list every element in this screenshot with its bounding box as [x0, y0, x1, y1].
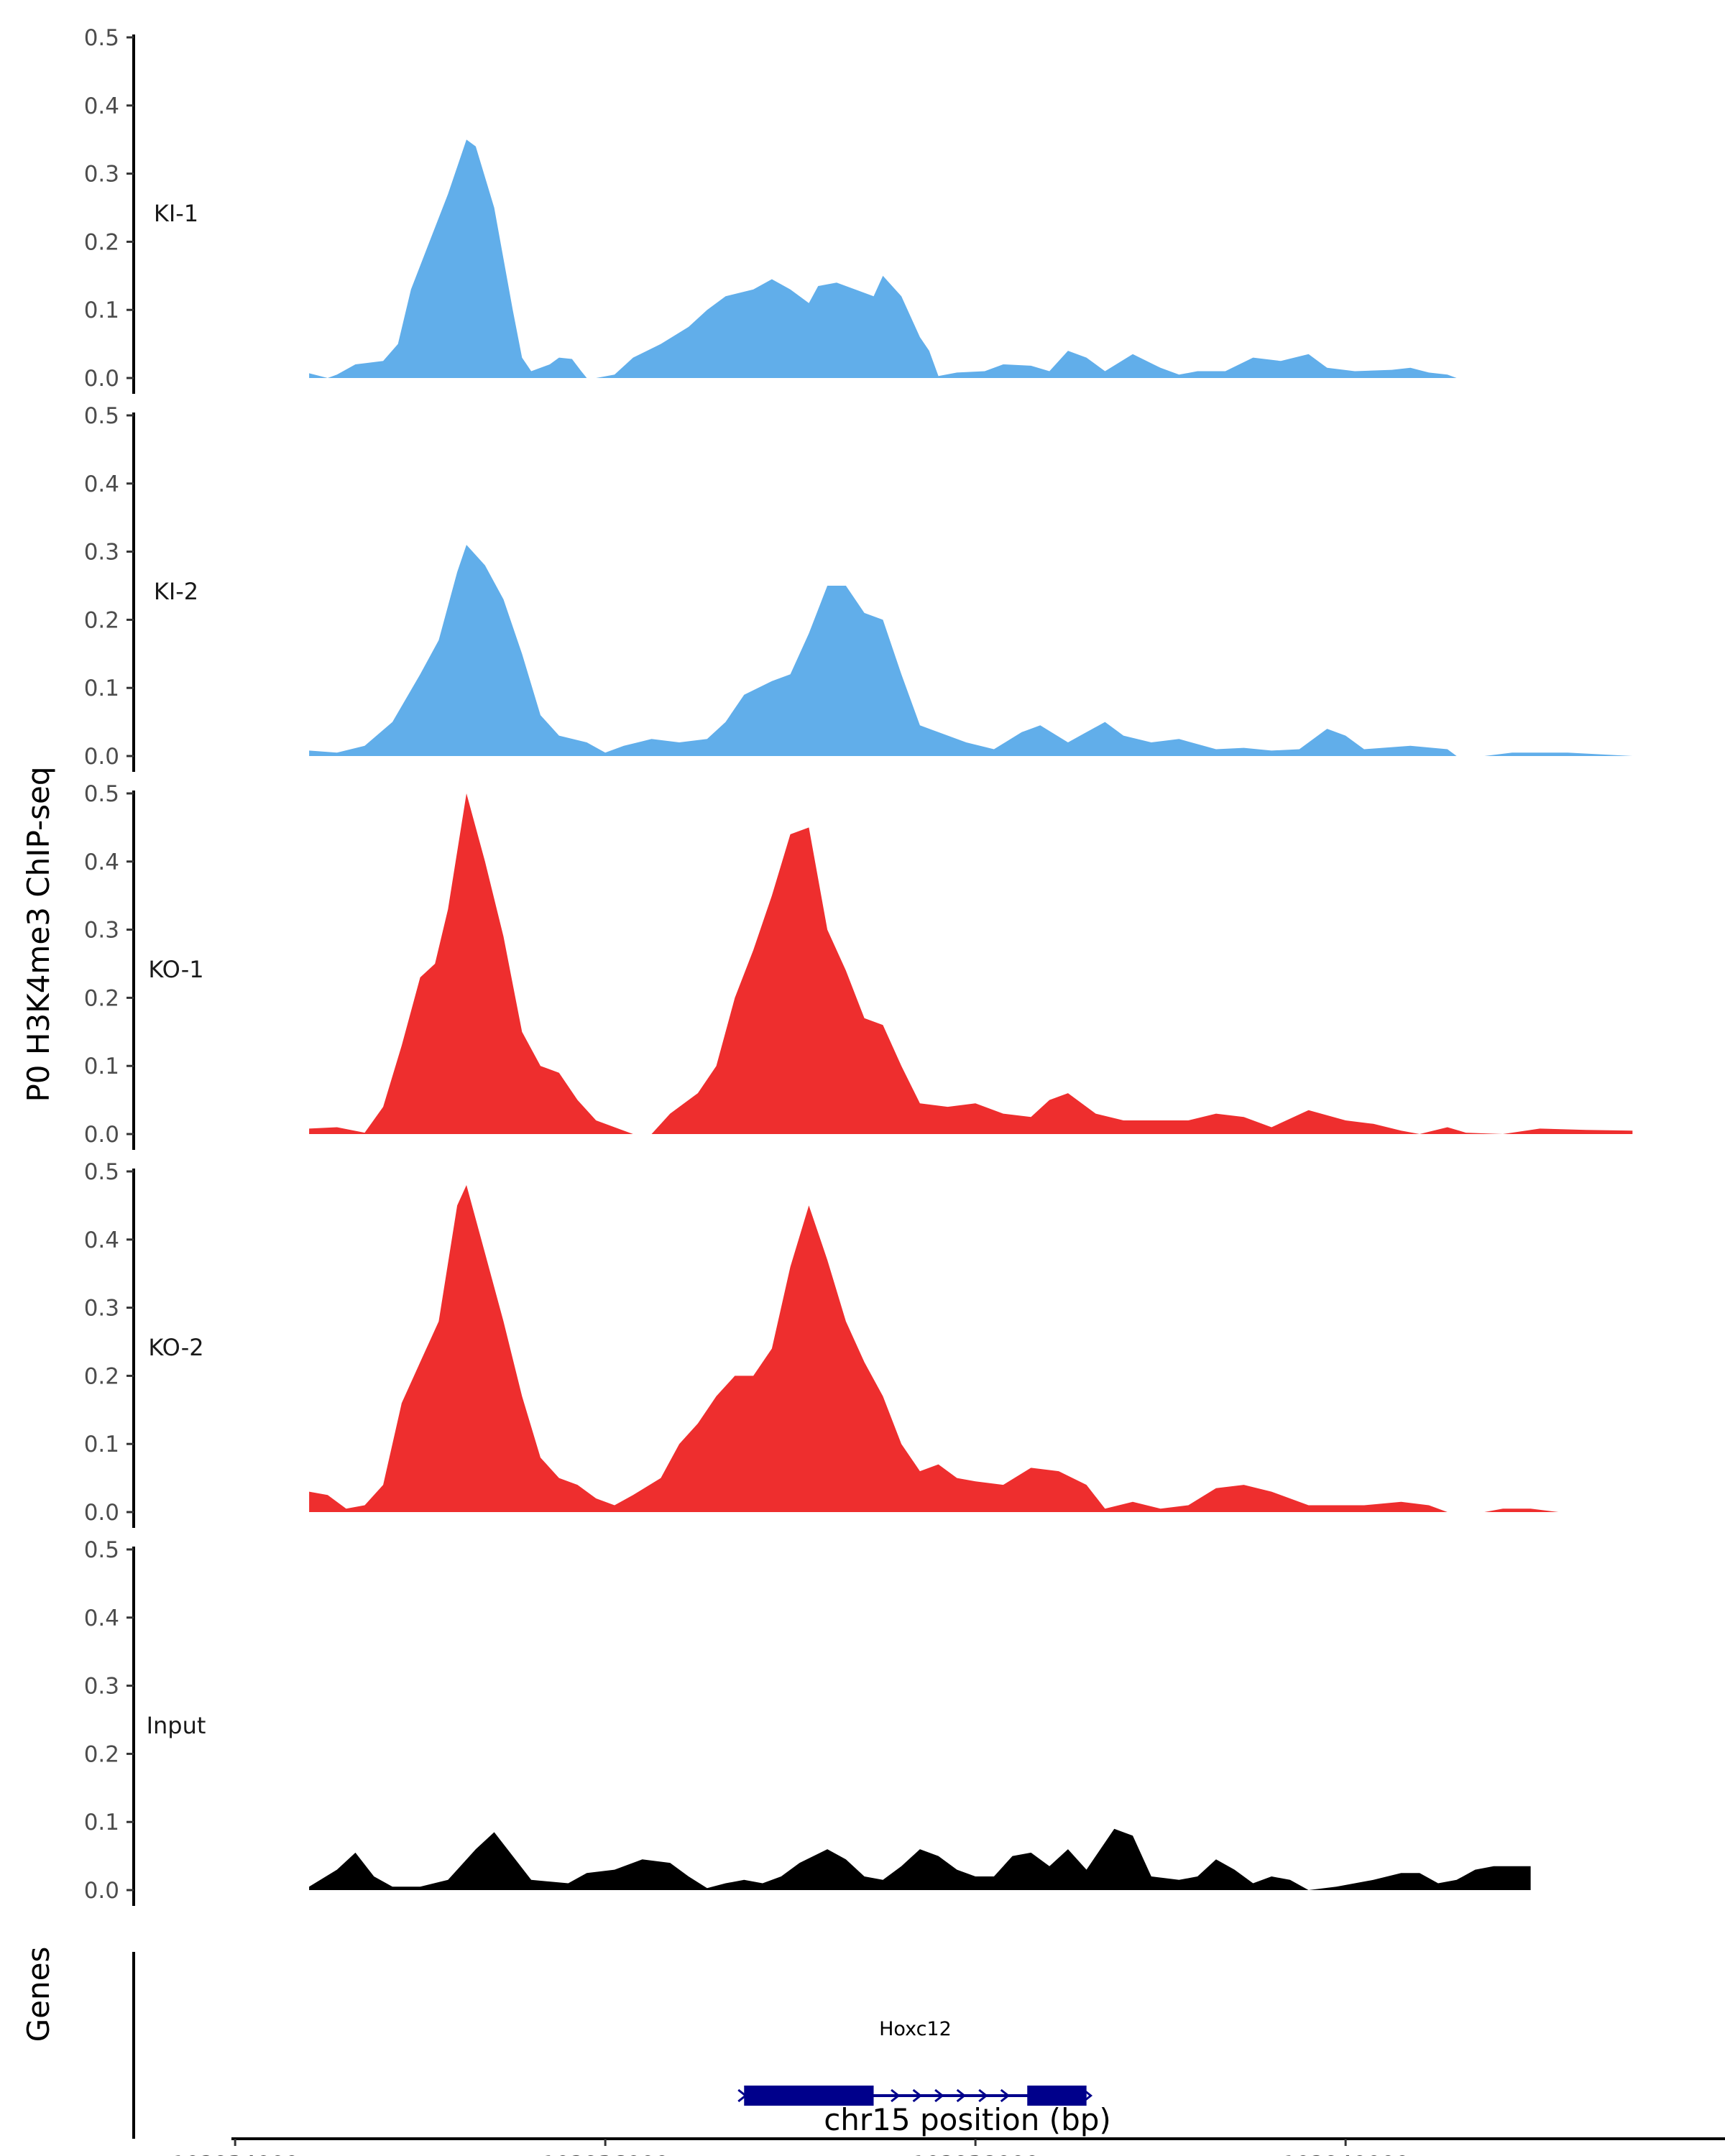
- y-tick-label: 0.1: [84, 1432, 119, 1457]
- track-ko-1: 0.0 0.1 0.2 0.3 0.4 0.5 KO-1: [84, 781, 1633, 1150]
- y-tick-label: 0.5: [84, 781, 119, 807]
- track-label: KO-1: [148, 956, 203, 983]
- track-ki-1: 0.0 0.1 0.2 0.3 0.4 0.5 KI-1: [84, 25, 1457, 394]
- gene-exon: [1027, 2086, 1087, 2106]
- gene-track: Hoxc12: [132, 1952, 1093, 2139]
- y-tick-label: 0.4: [84, 93, 119, 119]
- signal-area-input: [309, 1828, 1531, 1890]
- y-tick-label: 0.0: [84, 1500, 119, 1526]
- x-axis-title: chr15 position (bp): [824, 2102, 1111, 2137]
- y-tick-label: 0.3: [84, 1296, 119, 1322]
- y-tick-label: 0.0: [84, 366, 119, 392]
- track-label: KI-2: [154, 578, 198, 605]
- x-tick-label: 102940000: [1282, 2152, 1409, 2156]
- signal-area-ki-1: [309, 139, 1457, 378]
- gene-track-label: Genes: [21, 1947, 56, 2042]
- y-tick-label: 0.5: [84, 1159, 119, 1185]
- y-tick-label: 0.2: [84, 985, 119, 1011]
- x-tick-label: 102938000: [911, 2152, 1039, 2156]
- strand-arrow: [912, 2088, 922, 2103]
- y-tick-label: 0.5: [84, 1537, 119, 1563]
- signal-tracks: 0.0 0.1 0.2 0.3 0.4 0.5 KI-1 0.0 0.1 0.2 0.3 0.4 0.5…: [84, 25, 1633, 1906]
- signal-area-ko-2: [309, 1185, 1559, 1512]
- track-ki-2: 0.0 0.1 0.2 0.3 0.4 0.5 KI-2: [84, 403, 1633, 772]
- gene-exon: [744, 2086, 874, 2106]
- y-tick-label: 0.2: [84, 1741, 119, 1767]
- y-tick-label: 0.1: [84, 676, 119, 701]
- y-tick-label: 0.3: [84, 1674, 119, 1700]
- gene-hoxc12: Hoxc12: [737, 2018, 1093, 2106]
- y-tick-label: 0.4: [84, 471, 119, 497]
- signal-area-ki-2: [309, 545, 1633, 756]
- y-tick-label: 0.5: [84, 403, 119, 429]
- y-tick-label: 0.3: [84, 918, 119, 944]
- y-axis-title: P0 H3K4me3 ChIP-seq: [21, 766, 56, 1102]
- y-tick-label: 0.3: [84, 540, 119, 566]
- y-tick-label: 0.1: [84, 1810, 119, 1835]
- track-input: 0.0 0.1 0.2 0.3 0.4 0.5 Input: [84, 1537, 1531, 1906]
- y-tick-label: 0.1: [84, 1054, 119, 1079]
- track-label: Input: [147, 1712, 206, 1739]
- track-label: KI-1: [154, 200, 198, 227]
- strand-arrow: [934, 2088, 944, 2103]
- y-tick-label: 0.1: [84, 298, 119, 323]
- y-tick-label: 0.4: [84, 1606, 119, 1631]
- y-tick-label: 0.2: [84, 607, 119, 633]
- y-tick-label: 0.4: [84, 1227, 119, 1253]
- x-axis: 102934000 102936000 102938000 102940000: [171, 2137, 1725, 2156]
- strand-arrow: [956, 2088, 967, 2103]
- gene-name: Hoxc12: [879, 2018, 952, 2040]
- track-label: KO-2: [148, 1334, 203, 1361]
- y-tick-label: 0.0: [84, 1122, 119, 1148]
- y-tick-label: 0.5: [84, 25, 119, 51]
- x-tick-label: 102936000: [541, 2152, 669, 2156]
- strand-arrow: [891, 2088, 901, 2103]
- x-tick-label: 102934000: [171, 2152, 299, 2156]
- strand-arrow: [1000, 2088, 1011, 2103]
- y-tick-label: 0.0: [84, 744, 119, 770]
- y-tick-label: 0.2: [84, 229, 119, 255]
- y-tick-label: 0.4: [84, 849, 119, 875]
- track-ko-2: 0.0 0.1 0.2 0.3 0.4 0.5 KO-2: [84, 1159, 1559, 1528]
- signal-area-ko-1: [309, 793, 1633, 1134]
- strand-arrow: [978, 2088, 988, 2103]
- y-tick-label: 0.3: [84, 162, 119, 188]
- y-tick-label: 0.0: [84, 1878, 119, 1904]
- y-tick-label: 0.2: [84, 1363, 119, 1389]
